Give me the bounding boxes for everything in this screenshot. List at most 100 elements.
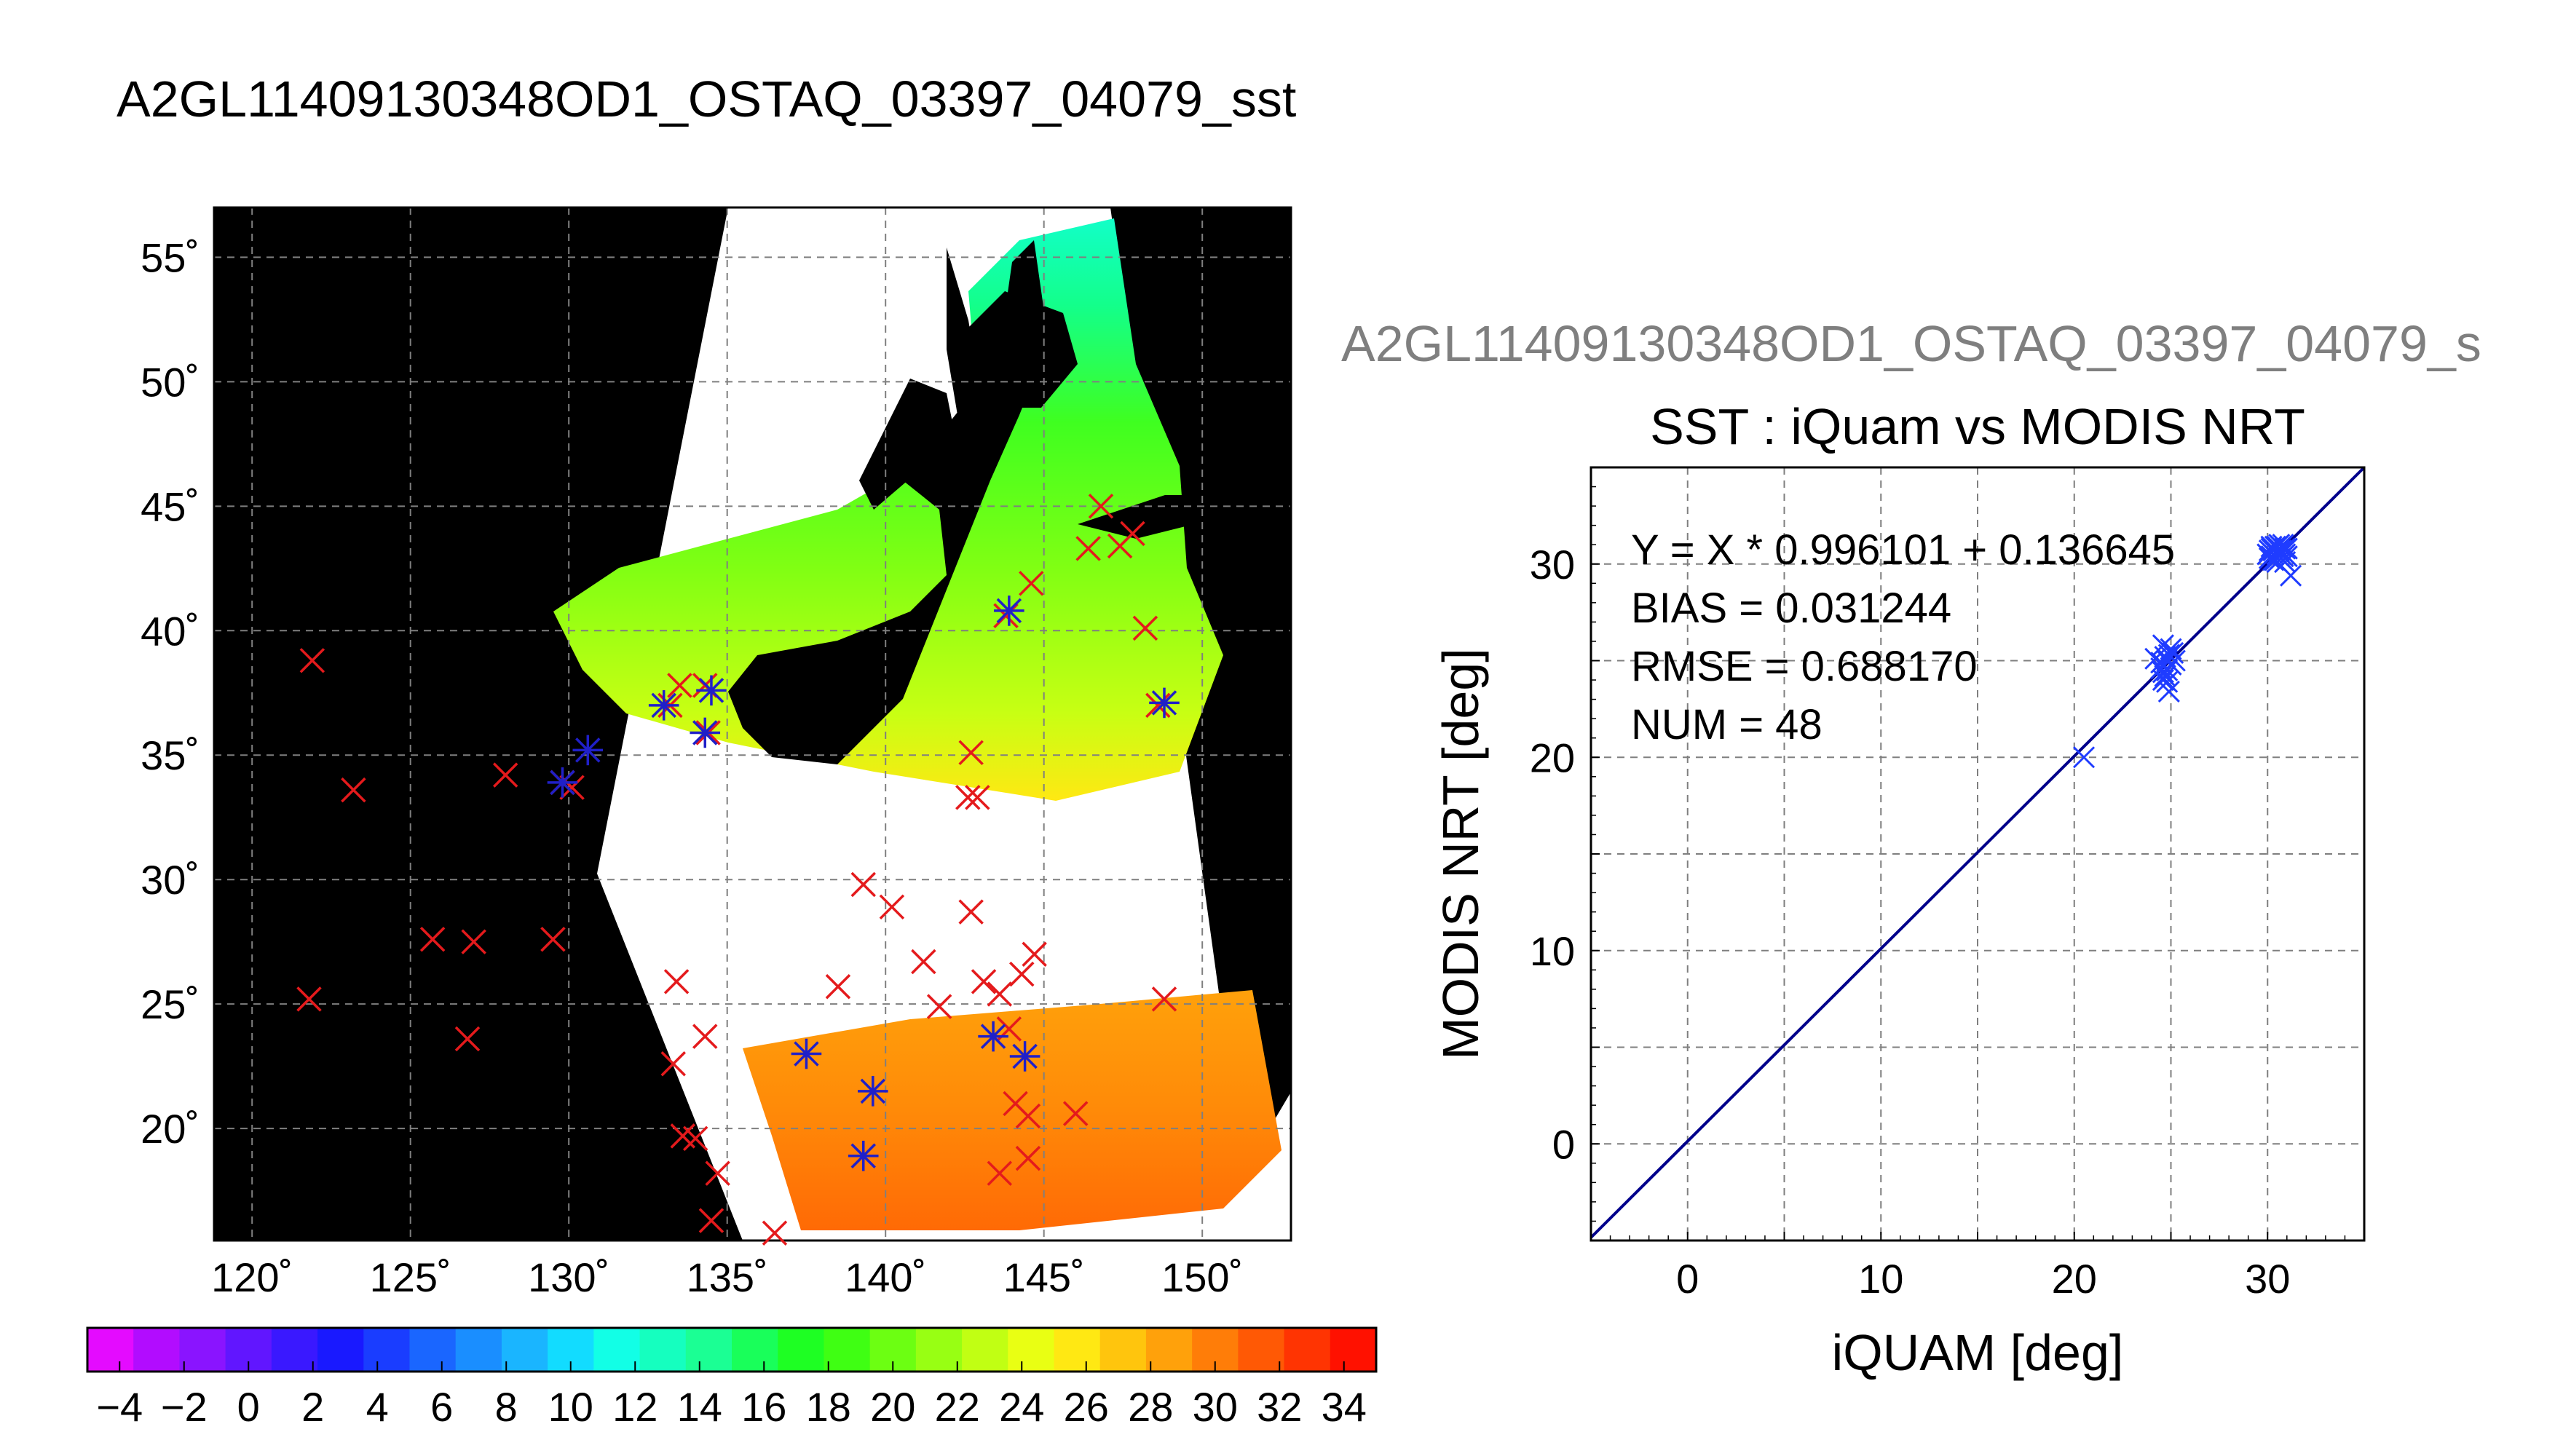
- insitu-marker: [341, 777, 366, 803]
- colorbar-cell: [363, 1328, 410, 1372]
- colorbar-cell: [962, 1328, 1008, 1372]
- colorbar-tick-label: 10: [548, 1384, 593, 1430]
- insitu-marker-stroke: [1145, 692, 1171, 719]
- insitu-marker: [299, 648, 325, 673]
- scatter-point: [2156, 649, 2179, 672]
- matchup-marker: [848, 1140, 879, 1171]
- insitu-marker: [667, 673, 692, 698]
- colorbar-tick-label: 32: [1257, 1384, 1302, 1430]
- insitu-marker-stroke: [1075, 536, 1101, 561]
- colorbar-cell: [1099, 1328, 1147, 1372]
- insitu-marker-stroke: [559, 775, 585, 800]
- colorbar-tick-label: 30: [1193, 1384, 1238, 1430]
- colorbar-tick-label: −2: [161, 1384, 208, 1430]
- insitu-marker-stroke: [1151, 986, 1177, 1012]
- scatter-y-tick-label: 0: [1552, 1121, 1575, 1167]
- scatter-point: [2272, 545, 2294, 568]
- map-lon-tick-label: 150˚: [1161, 1254, 1243, 1300]
- scatter-x-tick-label: 0: [1676, 1256, 1699, 1302]
- insitu-marker-stroke: [958, 740, 984, 766]
- insitu-marker-stroke: [987, 1160, 1013, 1186]
- insitu-marker-stroke: [825, 973, 851, 1000]
- colorbar-cell: [639, 1328, 687, 1372]
- matchup-marker: [547, 767, 578, 798]
- insitu-marker: [1009, 961, 1035, 987]
- insitu-marker: [1019, 571, 1044, 596]
- insitu-marker-stroke: [682, 1125, 708, 1152]
- insitu-marker-stroke: [663, 969, 690, 994]
- scatter-point-stroke: [2156, 670, 2179, 693]
- insitu-marker-stroke: [667, 673, 692, 698]
- map-lon-tick-label: 135˚: [687, 1254, 768, 1300]
- insitu-marker: [825, 973, 851, 1000]
- insitu-marker: [1132, 615, 1158, 641]
- map-lon-tick-label: 130˚: [528, 1254, 609, 1300]
- map-lat-tick-label: 30˚: [141, 857, 200, 903]
- colorbar-tick-label: 0: [237, 1384, 260, 1430]
- insitu-marker: [692, 1024, 718, 1049]
- stats-block: Y = X * 0.996101 + 0.136645 BIAS = 0.031…: [1631, 526, 2175, 748]
- map-lat-tick-label: 40˚: [141, 608, 200, 654]
- insitu-marker: [993, 603, 1019, 628]
- insitu-marker: [1120, 521, 1145, 547]
- insitu-marker-stroke: [1022, 941, 1047, 968]
- scatter-point-stroke: [2154, 646, 2176, 668]
- insitu-marker-stroke: [1132, 615, 1158, 641]
- insitu-marker-stroke: [850, 871, 876, 898]
- insitu-marker-stroke: [705, 1160, 730, 1186]
- insitu-marker: [1022, 941, 1047, 968]
- insitu-markers: [296, 494, 1177, 1246]
- insitu-marker: [454, 1026, 481, 1052]
- colorbar-tick-label: 6: [430, 1384, 453, 1430]
- insitu-marker-stroke: [692, 1024, 718, 1049]
- insitu-marker-stroke: [341, 777, 366, 803]
- japan-landmass: [728, 240, 1049, 764]
- colorbar-cell: [409, 1328, 457, 1372]
- scatter-point-stroke: [2275, 545, 2298, 568]
- colorbar-tick-label: 28: [1128, 1384, 1173, 1430]
- scatter-grid: [1591, 467, 2364, 1241]
- colorbar-cell: [732, 1328, 778, 1372]
- matchup-marker: [978, 1021, 1008, 1052]
- colorbar-cell: [1284, 1328, 1331, 1372]
- map-latitude-labels: 20˚ 25˚ 30˚ 35˚ 40˚ 45˚ 50˚ 55˚: [141, 234, 200, 1152]
- insitu-marker: [987, 981, 1013, 1007]
- scatter-point: [2274, 551, 2297, 574]
- scatter-point-stroke: [2270, 535, 2292, 558]
- hokkaido-landmass: [961, 291, 1078, 408]
- scatter-y-tick-label: 20: [1530, 735, 1575, 780]
- scatter-point-stroke: [2260, 535, 2283, 558]
- scatter-subtitle: A2GL11409130348OD1_OSTAQ_03397_04079_s: [1341, 315, 2481, 372]
- sst-map-panel: 20˚ 25˚ 30˚ 35˚ 40˚ 45˚ 50˚ 55˚ 120˚ 125˚ 130˚ 135…: [141, 206, 1292, 1300]
- scatter-point-stroke: [2280, 564, 2302, 587]
- matchup-marker: [791, 1038, 822, 1069]
- scatter-point-stroke: [2157, 680, 2180, 703]
- colorbar-cell: [778, 1328, 824, 1372]
- scatter-point: [2258, 539, 2280, 562]
- colorbar-tick-label: 14: [677, 1384, 722, 1430]
- insitu-marker: [958, 899, 984, 925]
- insitu-marker: [296, 986, 322, 1012]
- colorbar-cell: [1145, 1328, 1193, 1372]
- scatter-point-stroke: [2272, 545, 2294, 568]
- map-lon-tick-label: 125˚: [370, 1254, 451, 1300]
- matchup-marker: [994, 596, 1024, 626]
- insitu-marker-stroke: [540, 927, 566, 952]
- colorbar-tick-label: 2: [301, 1384, 324, 1430]
- map-lat-tick-label: 55˚: [141, 234, 200, 280]
- colorbar-cell: [179, 1328, 226, 1372]
- honshu-north: [859, 379, 954, 510]
- colorbar-cell: [1238, 1328, 1285, 1372]
- stats-rmse: RMSE = 0.688170: [1631, 643, 1978, 690]
- colorbar-tick-label: 22: [935, 1384, 980, 1430]
- sst-colorbar: −4 −2 0 2 4 6 8 10 12 14 16 18 20 22 24 26 28 30 32 34: [86, 1326, 1378, 1430]
- scatter-point: [2275, 545, 2298, 568]
- colorbar-tick-label: 12: [612, 1384, 657, 1430]
- scatter-point-stroke: [2152, 668, 2174, 692]
- insitu-marker: [965, 785, 990, 810]
- scatter-y-tick-label: 10: [1530, 928, 1575, 974]
- scatter-point: [2152, 661, 2174, 684]
- insitu-marker: [663, 969, 690, 994]
- map-lat-tick-label: 50˚: [141, 359, 200, 405]
- scatter-y-axis-label: MODIS NRT [deg]: [1432, 648, 1489, 1059]
